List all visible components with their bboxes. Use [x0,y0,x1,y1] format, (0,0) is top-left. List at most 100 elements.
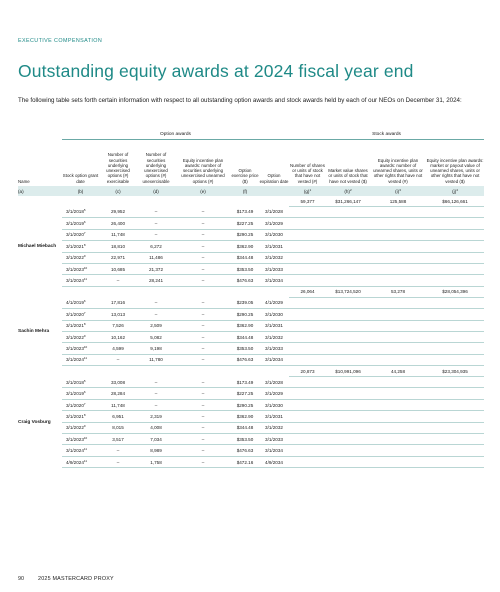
stock-blank-cell [370,308,426,321]
grant-date-cell: 3/1/20185 [62,376,99,389]
unearned-options-cell: – [175,274,231,287]
footnote-marker: 11 [83,447,88,452]
stock-blank-cell [426,422,485,435]
unearned-options-cell: – [175,422,231,435]
grant-date-cell: 4/1/20196 [62,297,99,310]
stock-blank-cell [426,376,485,389]
grant-date-text: 3/1/2023 [66,436,84,442]
table-row: 3/1/202310 10,685 21,372– $353.50 3/1/2033 [18,263,485,276]
exercise-price-cell: $476.63 [231,354,259,367]
intro-paragraph: The following table sets forth certain i… [18,97,462,104]
grant-date-text: 3/1/2019 [66,391,84,397]
grant-date-cell: 3/1/20207 [62,308,99,321]
unearned-options-cell: – [175,331,231,344]
summary-blank-cell [18,196,62,207]
outstanding-equity-awards-table: Option awards Stock awards Name Stock op… [18,129,485,469]
stock-blank-cell [326,354,370,367]
summary-cell-h: $31,266,147 [326,196,370,207]
footnote-marker: 6 [83,299,86,304]
exercise-price-cell: $239.05 [231,297,259,310]
stock-blank-cell [289,410,326,423]
exercise-price-cell: $362.90 [231,240,259,253]
exercisable-cell: – [99,274,137,287]
neo-name: Michael Miebach [18,243,57,249]
footnote-marker: 8 [83,412,86,417]
document-title: 2025 MASTERCARD PROXY [38,576,114,582]
grant-date-cell: 3/1/20207 [62,399,99,412]
stock-blank-cell [426,433,485,446]
col-letter-j: (j)4 [426,186,485,196]
expiration-date-cell: 3/1/2029 [259,217,289,230]
stock-blank-cell [370,240,426,253]
unexercisable-cell: – [137,229,175,242]
unearned-options-cell: – [175,297,231,310]
exercisable-cell: – [99,354,137,367]
stock-blank-cell [426,342,485,355]
footnote-marker: 10 [83,435,88,440]
grant-date-text: 3/1/2022 [66,425,84,431]
grant-date-cell: 3/1/20229 [62,331,99,344]
grant-date-cell: 3/1/202411 [62,274,99,287]
neo-name: Craig Vosburg [18,419,51,425]
table-row: 3/1/20218 6,951 2,319– $362.90 3/1/2031 [18,410,485,423]
col-letter-blank [259,186,289,196]
stock-blank-cell [326,399,370,412]
summary-blank-cell [259,196,289,207]
unexercisable-cell: 7,034 [137,433,175,446]
expiration-date-cell: 3/1/2030 [259,229,289,242]
stock-blank-cell [289,331,326,344]
unearned-options-cell: – [175,387,231,400]
grant-date-cell: 3/1/20185 [62,206,99,219]
stock-blank-cell [370,274,426,287]
summary-cell-h: $13,724,520 [326,286,370,298]
stock-blank-cell [326,229,370,242]
unexercisable-cell: – [137,308,175,321]
expiration-date-cell: 3/1/2034 [259,354,289,367]
stock-blank-cell [426,399,485,412]
unearned-options-cell: – [175,354,231,367]
grant-date-cell: 3/1/20218 [62,320,99,332]
footnote-marker: 8 [83,242,86,247]
summary-blank-cell [137,366,175,377]
stock-blank-cell [370,354,426,367]
exercisable-cell: 28,284 [99,387,137,400]
summary-blank-cell [99,196,137,207]
expiration-date-cell: 3/1/2030 [259,308,289,321]
table-row: 3/1/20196 28,284– – $227.25 3/1/2029 [18,387,485,400]
stock-blank-cell [289,297,326,310]
stock-blank-cell [289,433,326,446]
summary-blank-cell [175,286,231,297]
summary-cell-i: 125,588 [370,196,426,207]
grant-date-cell: 3/1/20218 [62,410,99,423]
stock-blank-cell [326,331,370,344]
stock-blank-cell [426,297,485,310]
stock-blank-cell [326,422,370,435]
grant-date-text: 3/1/2019 [66,221,84,227]
grant-date-cell: 3/1/202411 [62,444,99,457]
footnote-marker: 11 [83,277,88,282]
stock-blank-cell [370,320,426,332]
stock-blank-cell [326,387,370,400]
stock-blank-cell [326,274,370,287]
stock-blank-cell [289,354,326,367]
grant-date-text: 3/1/2024 [66,448,84,454]
group-header-blank [18,129,62,140]
grant-date-cell: 4/9/202411 [62,456,99,469]
unexercisable-cell: 4,008 [137,422,175,435]
stock-blank-cell [289,387,326,400]
exercisable-cell: 7,526 [99,320,137,332]
summary-blank-cell [259,366,289,377]
unexercisable-cell: 1,758 [137,456,175,469]
expiration-date-cell: 4/1/2029 [259,297,289,310]
exercise-price-cell: $344.48 [231,331,259,344]
expiration-date-cell: 3/1/2032 [259,252,289,264]
unearned-options-cell: – [175,240,231,253]
summary-blank-cell [99,286,137,297]
footnote-marker: 7 [83,231,86,236]
table-row: Sachin Mehra 4/1/20196 17,816– – $239.05 4/1/… [18,297,485,334]
table-row: 3/1/202411–8,989– $476.63 3/1/2034 [18,444,485,457]
table-row: 3/1/20229 8,015 4,008– $344.48 3/1/2032 [18,422,485,435]
unearned-options-cell: – [175,263,231,276]
exercisable-cell: 18,810 [99,240,137,253]
unearned-options-cell: – [175,376,231,389]
